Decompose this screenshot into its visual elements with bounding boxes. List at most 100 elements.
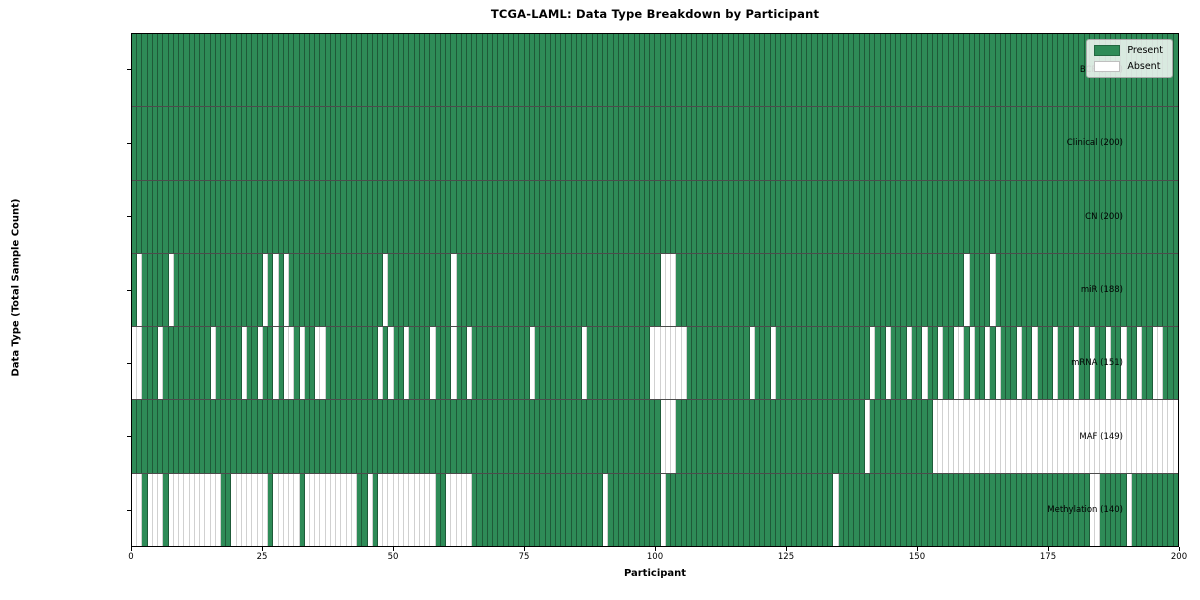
heatmap-cell: [786, 253, 792, 327]
heatmap-cell: [152, 400, 159, 473]
heatmap-cell: [1063, 34, 1069, 107]
heatmap-cell: [629, 107, 635, 180]
heatmap-cell: [739, 34, 745, 107]
heatmap-cell: [378, 107, 384, 180]
heatmap-cell: [969, 400, 975, 473]
heatmap-cell: [990, 34, 996, 107]
heatmap-cell: [618, 34, 625, 107]
heatmap-cell: [152, 34, 159, 107]
heatmap-cell: [132, 253, 138, 327]
heatmap-cell: [367, 107, 373, 180]
heatmap-cell: [163, 400, 169, 473]
heatmap-cell: [692, 34, 698, 107]
heatmap-cell: [660, 253, 666, 327]
heatmap-cell: [922, 400, 928, 473]
heatmap-cell: [770, 327, 776, 400]
heatmap-cell: [472, 253, 478, 327]
heatmap-cell: [236, 473, 242, 546]
heatmap-cell: [1100, 107, 1106, 180]
heatmap-cell: [325, 34, 331, 107]
heatmap-cell: [477, 34, 483, 107]
heatmap-cell: [786, 107, 792, 180]
heatmap-cell: [906, 253, 912, 327]
heatmap-cell: [1027, 107, 1033, 180]
heatmap-cell: [608, 107, 614, 180]
heatmap-cell: [911, 400, 918, 473]
heatmap-cell: [938, 107, 944, 180]
heatmap-cell: [676, 180, 682, 253]
heatmap-cell: [927, 400, 933, 473]
heatmap-cell: [378, 180, 384, 253]
heatmap-cell: [728, 107, 734, 180]
heatmap-cell: [503, 253, 509, 327]
heatmap-cell: [582, 327, 588, 400]
heatmap-cell: [257, 400, 263, 473]
heatmap-cell: [561, 34, 567, 107]
heatmap-cell: [613, 180, 619, 253]
heatmap-cell: [1032, 107, 1038, 180]
heatmap-cell: [414, 400, 420, 473]
heatmap-cell: [294, 327, 300, 400]
heatmap-cell: [1173, 34, 1178, 107]
heatmap-cell: [686, 473, 693, 546]
heatmap-cell: [158, 180, 164, 253]
heatmap-cell: [529, 34, 536, 107]
heatmap-cell: [152, 253, 159, 327]
heatmap-cell: [995, 107, 1001, 180]
heatmap-cell: [723, 34, 729, 107]
y-tick-label: mRNA (151): [1071, 358, 1123, 369]
heatmap-cell: [608, 180, 614, 253]
heatmap-cell: [200, 473, 206, 546]
heatmap-cell: [409, 400, 415, 473]
heatmap-cell: [524, 473, 530, 546]
heatmap-cell: [943, 400, 949, 473]
heatmap-cell: [1027, 400, 1033, 473]
heatmap-cell: [315, 400, 321, 473]
x-tick-label: 150: [908, 552, 926, 562]
heatmap-cell: [493, 180, 499, 253]
heatmap-cell: [132, 34, 138, 107]
heatmap-cell: [1006, 400, 1012, 473]
heatmap-cell: [299, 34, 305, 107]
heatmap-cell: [152, 327, 159, 400]
heatmap-cell: [1084, 473, 1090, 546]
heatmap-cell: [791, 107, 797, 180]
heatmap-cell: [388, 180, 394, 253]
heatmap-cell: [927, 107, 933, 180]
heatmap-cell: [524, 253, 530, 327]
heatmap-cell: [215, 107, 221, 180]
heatmap-cell: [592, 253, 598, 327]
heatmap-cell: [430, 400, 436, 473]
heatmap-cell: [911, 34, 918, 107]
heatmap-cell: [320, 327, 326, 400]
heatmap-cell: [953, 327, 960, 400]
heatmap-cell: [493, 327, 499, 400]
heatmap-cell: [1032, 473, 1038, 546]
heatmap-cell: [194, 253, 201, 327]
heatmap-cell: [1032, 327, 1038, 400]
heatmap-cell: [330, 473, 337, 546]
heatmap-cell: [414, 34, 420, 107]
heatmap-cell: [566, 107, 572, 180]
heatmap-cell: [430, 473, 436, 546]
heatmap-cell: [896, 180, 902, 253]
heatmap-cell: [922, 253, 928, 327]
heatmap-cell: [964, 107, 970, 180]
heatmap-cell: [796, 400, 802, 473]
heatmap-cell: [430, 34, 436, 107]
heatmap-cell: [582, 180, 588, 253]
heatmap-cell: [163, 327, 169, 400]
heatmap-cell: [576, 400, 583, 473]
heatmap-cell: [671, 107, 677, 180]
heatmap-cell: [367, 180, 373, 253]
heatmap-cell: [273, 400, 279, 473]
heatmap-cell: [655, 400, 661, 473]
heatmap-cell: [1163, 400, 1169, 473]
heatmap-cell: [843, 34, 850, 107]
heatmap-cell: [634, 327, 640, 400]
heatmap-cell: [828, 253, 834, 327]
heatmap-cell: [665, 180, 672, 253]
heatmap-cell: [959, 473, 965, 546]
heatmap-cell: [1084, 327, 1090, 400]
heatmap-cell: [932, 473, 939, 546]
